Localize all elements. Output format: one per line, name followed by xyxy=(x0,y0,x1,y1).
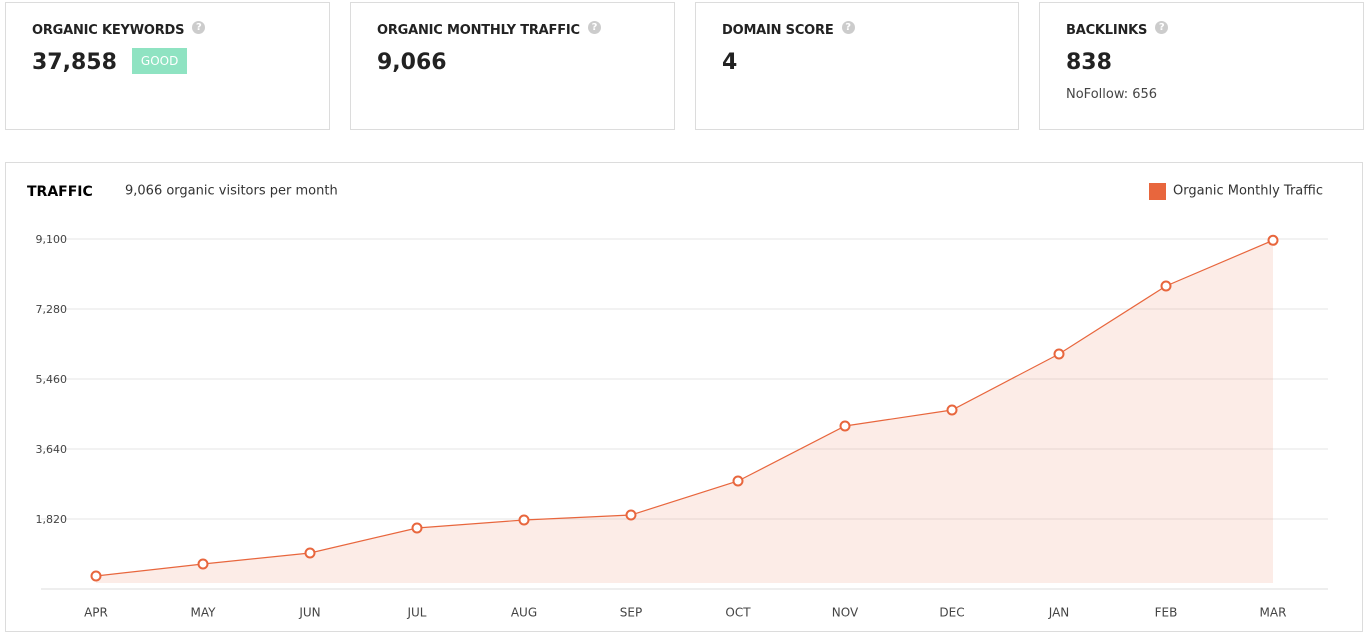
card-title: DOMAIN SCORE xyxy=(722,23,834,38)
point xyxy=(518,514,530,526)
x-tick-label: MAY xyxy=(191,606,217,620)
card-title: ORGANIC MONTHLY TRAFFIC xyxy=(377,23,580,38)
card: DOMAIN SCORE? 4 xyxy=(695,2,1019,130)
card-title-row: ORGANIC KEYWORDS? xyxy=(32,21,329,38)
help-icon[interactable]: ? xyxy=(192,21,206,34)
point xyxy=(304,547,316,559)
y-tick-label: 3,640 xyxy=(36,443,68,456)
area xyxy=(96,240,1273,584)
card: ORGANIC MONTHLY TRAFFIC? 9,066 xyxy=(350,2,675,130)
x-tick-label: AUG xyxy=(511,606,537,620)
help-icon[interactable]: ? xyxy=(841,21,855,34)
point xyxy=(625,509,637,521)
x-tick-label: JAN xyxy=(1048,606,1070,620)
point xyxy=(1160,280,1172,292)
chart: TRAFFIC 9,066 organic visitors per month… xyxy=(27,183,1328,620)
y-tick-label: 1,820 xyxy=(36,513,68,526)
point xyxy=(839,420,851,432)
legend-label: Organic Monthly Traffic xyxy=(1173,184,1323,199)
point xyxy=(411,522,423,534)
point xyxy=(946,404,958,416)
card-title: ORGANIC KEYWORDS xyxy=(32,23,185,38)
point xyxy=(732,475,744,487)
traffic-panel: TRAFFIC 9,066 organic visitors per month… xyxy=(5,162,1363,632)
x-tick-label: DEC xyxy=(939,606,964,620)
y-tick-label: 9,100 xyxy=(36,233,68,246)
x-tick-label: APR xyxy=(84,606,108,620)
card-title-row: BACKLINKS? xyxy=(1066,21,1363,38)
point xyxy=(1053,348,1065,360)
chart-title: TRAFFIC xyxy=(27,184,93,200)
y-tick-label: 7,280 xyxy=(36,303,68,316)
card-title: BACKLINKS xyxy=(1066,23,1148,38)
card-value-row: 37,858 GOOD xyxy=(32,47,329,75)
x-tick-label: JUL xyxy=(406,606,426,620)
card-value: 838 xyxy=(1066,50,1112,75)
card: BACKLINKS? 838 NoFollow: 656 xyxy=(1039,2,1364,130)
point xyxy=(90,570,102,582)
badge: GOOD xyxy=(131,47,188,74)
card-value: 4 xyxy=(722,50,738,75)
card-value: 37,858 xyxy=(32,50,117,75)
point xyxy=(197,558,209,570)
help-icon[interactable]: ? xyxy=(1155,21,1169,34)
point xyxy=(1267,234,1279,246)
x-tick-label: JUN xyxy=(298,606,320,620)
x-tick-label: FEB xyxy=(1155,606,1178,620)
x-tick-label: NOV xyxy=(832,606,859,620)
chart-subtitle: 9,066 organic visitors per month xyxy=(125,184,338,199)
card-value: 9,066 xyxy=(377,50,447,75)
card: ORGANIC KEYWORDS? 37,858 GOOD xyxy=(5,2,330,130)
x-tick-label: MAR xyxy=(1260,606,1287,620)
card-title-row: DOMAIN SCORE? xyxy=(722,21,1018,38)
x-tick-label: OCT xyxy=(725,606,751,620)
card-note: NoFollow: 656 xyxy=(1066,87,1158,102)
page: ORGANIC KEYWORDS? 37,858 GOOD ORGANIC MON… xyxy=(5,2,1364,632)
legend-swatch xyxy=(1149,183,1166,200)
help-icon[interactable]: ? xyxy=(587,21,601,34)
line xyxy=(95,239,1274,577)
card-title-row: ORGANIC MONTHLY TRAFFIC? xyxy=(377,21,674,38)
y-tick-label: 5,460 xyxy=(36,373,68,386)
x-tick-label: SEP xyxy=(620,606,642,620)
